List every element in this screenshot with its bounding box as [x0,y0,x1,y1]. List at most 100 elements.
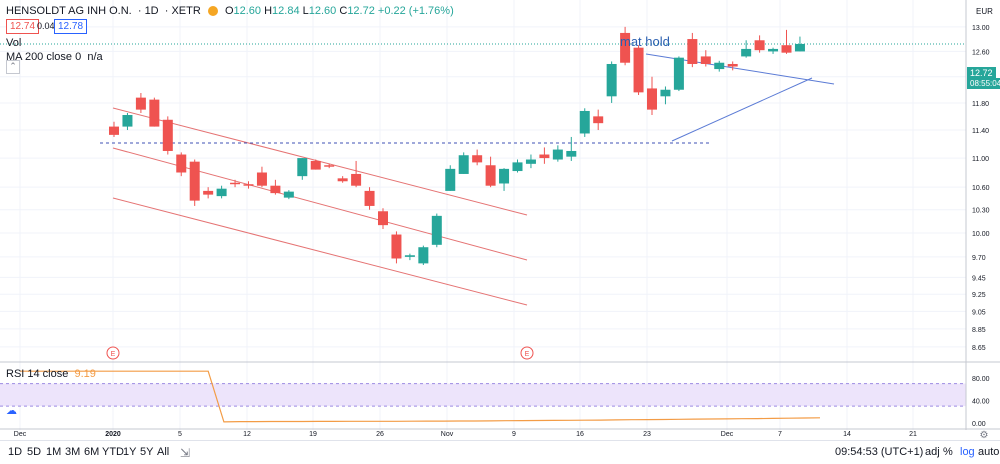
range-6m[interactable]: 6M [84,446,100,458]
symbol-name[interactable]: HENSOLDT AG INH O.N. [6,5,132,17]
price-tick-label: 9.25 [972,292,986,299]
exchange: XETR [171,5,201,17]
candle-down [109,126,119,135]
candle-up [714,62,725,70]
time-tick-label: Nov [441,431,454,438]
ask-box[interactable]: 12.78 [54,19,88,34]
low-value: 12.60 [308,5,337,17]
candle-down [781,45,792,53]
open-label: O [224,5,234,17]
clock[interactable]: 09:54:53 (UTC+1) [835,446,924,458]
range-1d[interactable]: 1D [8,446,23,458]
auto-toggle[interactable]: auto [978,446,1000,458]
candle-down [351,173,362,186]
time-tick-label: 21 [909,431,917,438]
bid-box[interactable]: 12.74 [6,19,40,34]
log-toggle[interactable]: log [960,446,975,458]
range-all[interactable]: All [157,446,170,458]
axes: 13.0012.6012.2011.8011.4011.0010.6010.30… [0,0,1000,441]
price-tag: 12.72 [967,67,996,79]
countdown-tag: 08:55:04 [967,78,1000,89]
range-1m[interactable]: 1M [46,446,62,458]
channel-lower-line [112,197,528,306]
ma-label: MA 200 close 0 [6,51,82,63]
candle-down [310,160,321,170]
time-tick-label: 2020 [105,431,121,438]
candle-up [404,255,415,257]
adj-toggle[interactable]: adj [925,446,940,458]
triangle-lower-line [671,77,813,142]
candle-down [162,119,173,151]
compare-range-icon[interactable]: ⇲ [180,446,191,460]
candle-up [566,150,577,157]
price-tick-label: 11.40 [972,128,989,135]
candle-up [525,159,536,164]
range-3m[interactable]: 3M [65,446,81,458]
earnings-marker-label: E [111,351,116,358]
rsi-legend[interactable]: RSI 14 close 9.19 [6,368,96,380]
rsi-tick-label: 40.00 [972,398,990,405]
candle-down [324,165,335,167]
candle-down [364,190,375,206]
price-tick-label: 12.60 [972,49,990,56]
candle-down [149,99,160,127]
range-ytd[interactable]: YTD [102,446,124,458]
ma-legend[interactable]: MA 200 close 0 n/a [6,51,103,63]
candle-down [472,155,483,163]
candle-down [700,56,711,64]
earnings-marker-label: E [525,351,530,358]
candle-up [297,158,308,177]
market-status-icon [207,6,218,17]
range-5d[interactable]: 5D [27,446,42,458]
change-value: +0.22 (+1.76%) [377,5,454,17]
candle-down [727,63,738,67]
price-tick-label: 10.00 [972,231,990,238]
candles [109,26,805,266]
candle-down [135,97,146,110]
candle-up [552,149,563,160]
time-tick-label: 16 [576,431,584,438]
candle-down [189,161,200,201]
currency-label[interactable]: EUR [976,7,993,16]
candle-down [593,116,604,124]
candle-up [741,48,752,57]
percent-toggle[interactable]: % [943,446,953,458]
close-value: 12.72 [347,5,375,17]
open-value: 12.60 [233,5,262,17]
cloud-icon: ☁ [6,405,17,417]
interval[interactable]: 1D [144,5,159,17]
price-tick-label: 9.45 [972,275,986,282]
time-tick-label: 23 [643,431,651,438]
rsi-value: 9.19 [74,368,96,380]
candle-down [687,39,698,64]
price-tick-label: 11.00 [972,156,989,163]
range-5y[interactable]: 5Y [140,446,154,458]
low-label: L [302,5,309,17]
time-tick-label: 14 [843,431,851,438]
candle-up [499,168,510,184]
vol-label[interactable]: Vol [6,37,22,49]
candle-up [673,57,684,90]
settings-icon[interactable]: ⚙ [980,430,989,441]
range-1y[interactable]: 1Y [123,446,137,458]
price-tick-label: 9.70 [972,255,986,262]
rsi-tick-label: 80.00 [972,376,990,383]
spread-value: 0.04 [37,21,55,31]
candle-up [216,188,227,197]
candle-down [176,154,187,173]
candle-up [458,155,469,174]
candle-up [512,162,523,172]
annotation-mat-hold[interactable]: mat hold [620,34,670,49]
collapse-legend-icon[interactable]: ⌃ [6,60,20,74]
candle-down [391,234,402,259]
time-tick-label: 26 [376,431,384,438]
price-tick-label: 10.30 [972,208,990,215]
high-label: H [264,5,273,17]
candle-down [485,165,496,186]
rsi-pane [0,370,966,423]
rsi-tick-label: 0.00 [972,421,986,428]
rsi-band [0,383,966,407]
grid [0,0,966,430]
candle-up [431,215,442,245]
